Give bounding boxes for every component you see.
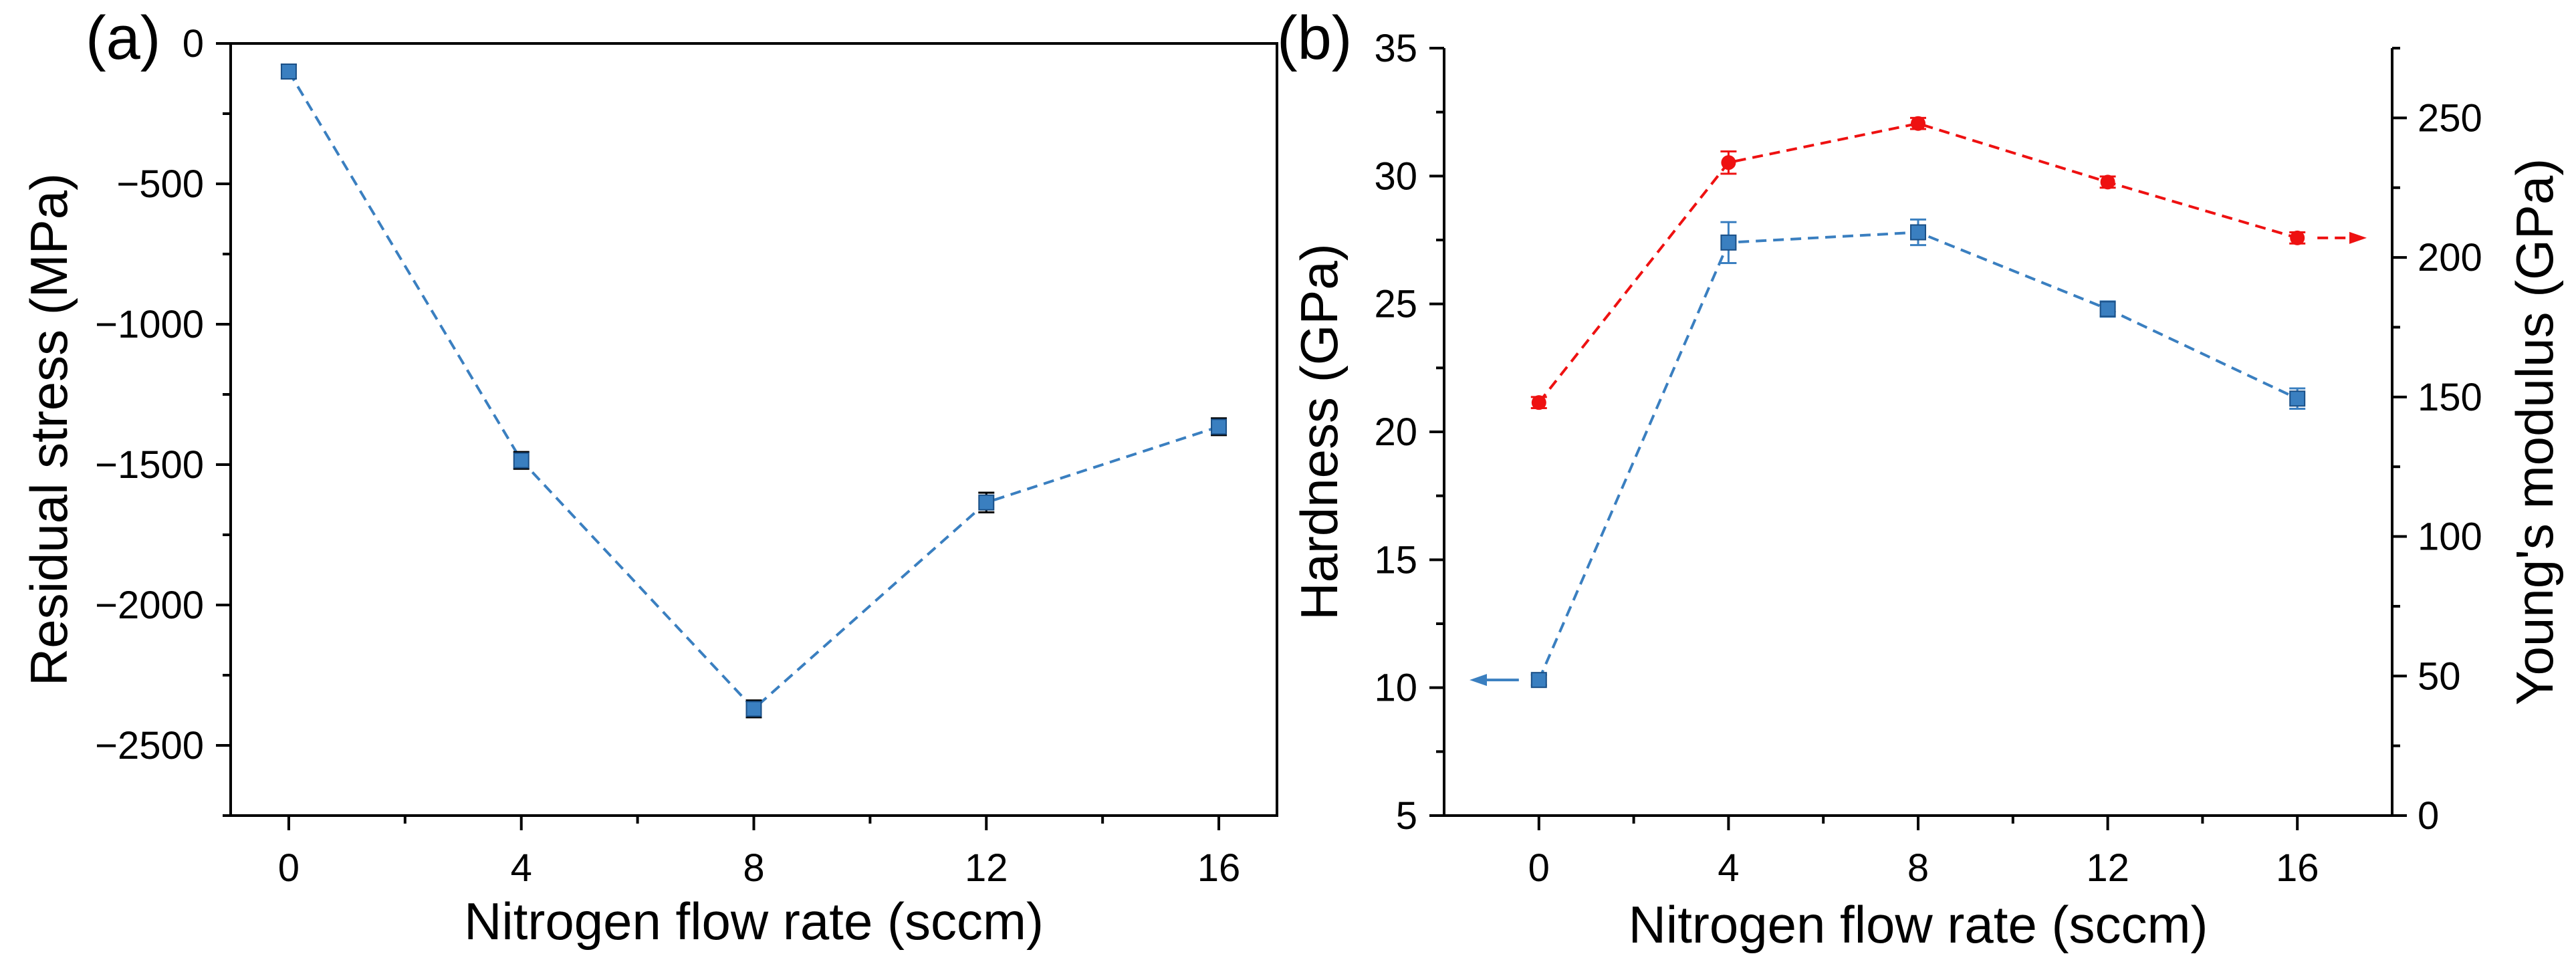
panel-b-left-y-tick-label: 30 bbox=[1374, 154, 1417, 198]
panel-b: (b) Nitrogen flow rate (sccm) Hardness (… bbox=[1277, 4, 2564, 954]
panel-a-x-tick-label: 12 bbox=[965, 846, 1008, 890]
panel-a-y-tick-label: 0 bbox=[183, 22, 204, 66]
panel-b-modulus-data-point bbox=[2290, 230, 2305, 245]
panel-a-y-tick-label: −500 bbox=[116, 162, 204, 206]
panel-a-y-tick-label: −1500 bbox=[95, 443, 204, 487]
panel-b-left-y-tick-label: 20 bbox=[1374, 410, 1417, 454]
panel-a-data-point bbox=[745, 701, 762, 717]
panel-b-x-tick-label: 0 bbox=[1528, 846, 1550, 890]
panel-b-label: (b) bbox=[1277, 4, 1352, 72]
panel-b-hardness-data-point bbox=[1720, 234, 1737, 251]
panel-b-hardness-data-point bbox=[1530, 672, 1547, 689]
panel-a-y-tick-label: −2500 bbox=[95, 724, 204, 767]
panel-a-x-tick-label: 8 bbox=[743, 846, 764, 890]
panel-b-left-y-tick-label: 35 bbox=[1374, 27, 1417, 70]
panel-b-x-tick-label: 4 bbox=[1718, 846, 1739, 890]
panel-a-data-point bbox=[978, 494, 995, 511]
panel-b-hardness-series-line bbox=[1537, 231, 2299, 681]
panel-b-left-y-tick-label: 10 bbox=[1374, 666, 1417, 710]
panel-b-x-tick-label: 8 bbox=[1907, 846, 1929, 890]
panel-b-right-y-tick-label: 250 bbox=[2418, 96, 2482, 140]
panel-b-right-y-tick-label: 0 bbox=[2418, 794, 2439, 838]
panel-b-x-axis-label: Nitrogen flow rate (sccm) bbox=[1629, 895, 2208, 954]
panel-b-left-y-tick-label: 25 bbox=[1374, 283, 1417, 326]
panel-b-right-y-tick-label: 100 bbox=[2418, 515, 2482, 559]
panel-b-hardness-data-point bbox=[2099, 301, 2116, 318]
panel-b-hardness-arrow-head bbox=[1470, 674, 1487, 687]
panel-b-right-y-axis-label: Young's modulus (GPa) bbox=[2505, 158, 2564, 705]
panel-a-x-tick-label: 0 bbox=[278, 846, 300, 890]
panel-a: (a) Nitrogen flow rate (sccm) Residual s… bbox=[19, 4, 1278, 951]
panel-a-y-tick-label: −1000 bbox=[95, 303, 204, 346]
panel-b-x-tick-label: 12 bbox=[2086, 846, 2129, 890]
panel-a-data-point bbox=[1211, 418, 1227, 435]
panel-a-data-point bbox=[280, 64, 297, 80]
panel-b-left-y-tick-label: 15 bbox=[1374, 538, 1417, 582]
panel-b-modulus-arrow-head bbox=[2349, 231, 2367, 244]
panel-b-right-y-tick-label: 50 bbox=[2418, 654, 2461, 698]
panel-a-x-tick-label: 16 bbox=[1197, 846, 1241, 890]
panel-b-right-y-tick-label: 200 bbox=[2418, 236, 2482, 279]
panel-b-modulus-data-point bbox=[1531, 395, 1546, 410]
panel-b-left-y-axis-label: Hardness (GPa) bbox=[1290, 243, 1349, 620]
panel-b-right-y-tick-label: 150 bbox=[2418, 376, 2482, 419]
panel-a-series-line bbox=[287, 70, 1219, 711]
panel-a-y-tick-label: −2000 bbox=[95, 584, 204, 627]
panel-a-y-axis-label: Residual stress (MPa) bbox=[19, 173, 78, 686]
panel-b-modulus-data-point bbox=[2100, 174, 2115, 190]
panel-b-modulus-data-point bbox=[1721, 155, 1736, 170]
panel-a-label: (a) bbox=[86, 4, 160, 72]
panel-a-data-point bbox=[513, 452, 530, 469]
panel-b-left-y-tick-label: 5 bbox=[1396, 794, 1417, 838]
panel-a-x-tick-label: 4 bbox=[511, 846, 532, 890]
panel-a-x-axis-label: Nitrogen flow rate (sccm) bbox=[464, 892, 1044, 951]
panel-b-hardness-data-point bbox=[2289, 390, 2306, 407]
panel-b-hardness-data-point bbox=[1910, 224, 1926, 241]
panel-b-x-tick-label: 16 bbox=[2276, 846, 2319, 890]
panel-b-modulus-series-line bbox=[1538, 122, 2298, 404]
panel-b-modulus-data-point bbox=[1911, 116, 1925, 131]
